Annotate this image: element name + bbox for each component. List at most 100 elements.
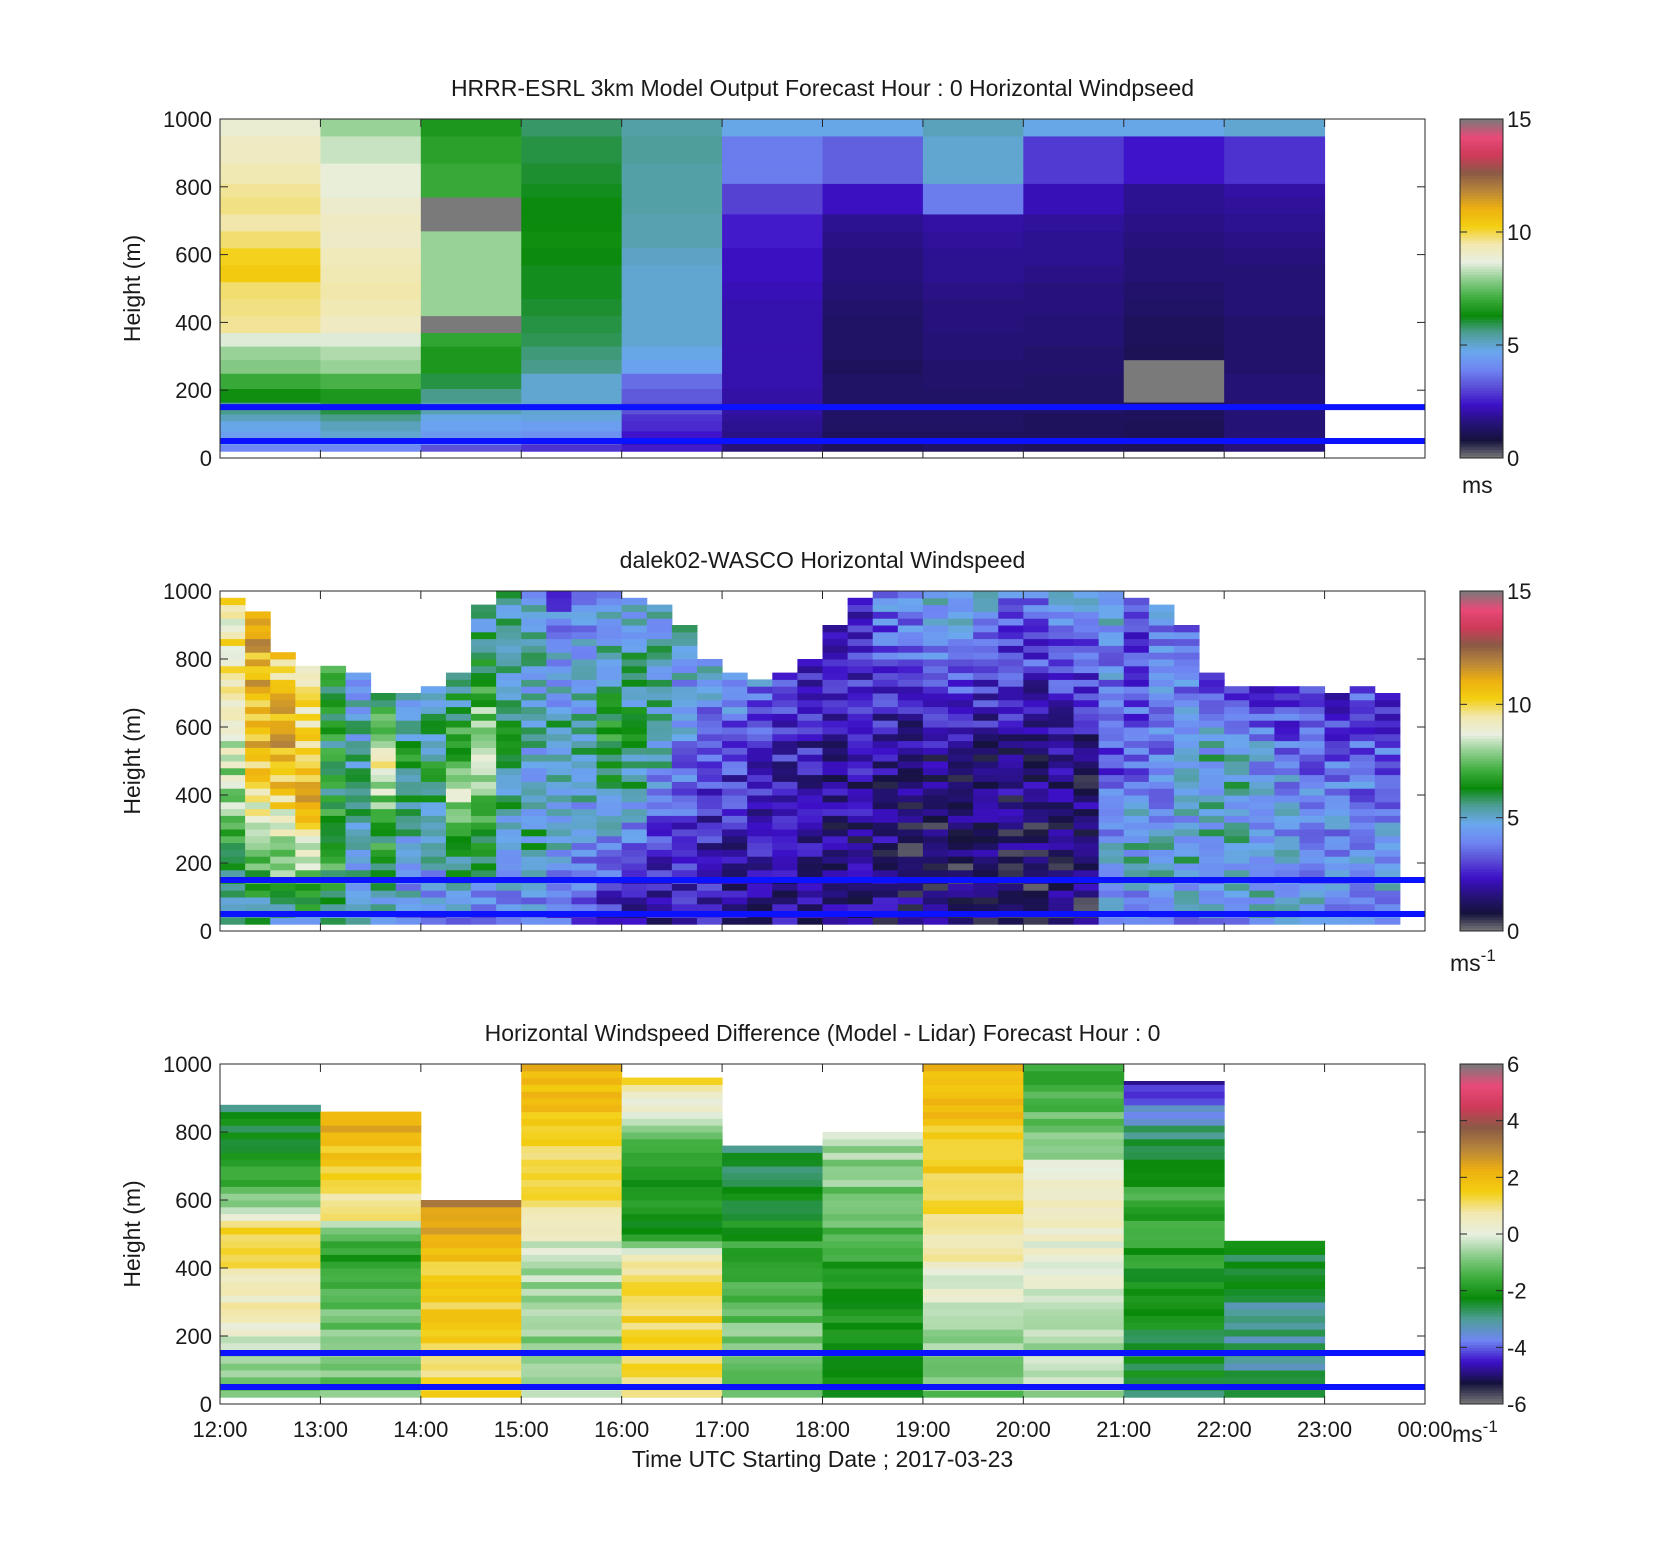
heatmap-cell bbox=[420, 373, 522, 390]
heatmap-cell bbox=[1023, 733, 1049, 742]
heatmap-cell bbox=[847, 659, 874, 667]
heatmap-cell bbox=[1023, 230, 1125, 249]
heatmap-cell bbox=[1023, 883, 1049, 891]
heatmap-cell bbox=[220, 1179, 321, 1187]
heatmap-cell bbox=[621, 713, 648, 721]
heatmap-cell bbox=[1374, 917, 1401, 925]
colorbar-segment bbox=[1460, 1191, 1503, 1195]
colorbar-segment bbox=[1460, 1120, 1503, 1124]
heatmap-cell bbox=[671, 631, 698, 640]
heatmap-cell bbox=[1098, 890, 1125, 898]
heatmap-cell bbox=[546, 856, 572, 864]
heatmap-cell bbox=[370, 767, 397, 776]
heatmap-cell bbox=[973, 849, 999, 857]
heatmap-cell bbox=[722, 135, 823, 164]
heatmap-cell bbox=[646, 829, 673, 837]
heatmap-cell bbox=[546, 693, 572, 701]
heatmap-cell bbox=[621, 1274, 723, 1283]
heatmap-cell bbox=[621, 747, 648, 755]
heatmap-cell bbox=[596, 591, 623, 599]
heatmap-cell bbox=[1224, 420, 1326, 432]
heatmap-cell bbox=[1374, 733, 1401, 742]
heatmap-cell bbox=[646, 815, 673, 823]
heatmap-cell bbox=[621, 774, 648, 782]
heatmap-cell bbox=[1148, 869, 1175, 878]
panel-title: HRRR-ESRL 3km Model Output Forecast Hour… bbox=[451, 75, 1194, 101]
heatmap-cell bbox=[521, 631, 547, 640]
heatmap-cell bbox=[1023, 591, 1049, 599]
colorbar-segment bbox=[1460, 1228, 1503, 1232]
heatmap-cell bbox=[521, 652, 547, 660]
heatmap-cell bbox=[420, 788, 447, 796]
heatmap-cell bbox=[395, 699, 422, 708]
heatmap-cell bbox=[1299, 761, 1326, 769]
heatmap-cell bbox=[621, 1159, 723, 1167]
heatmap-cell bbox=[320, 699, 347, 708]
heatmap-cell bbox=[973, 917, 999, 925]
colorbar-segment bbox=[1460, 144, 1503, 148]
heatmap-cell bbox=[546, 618, 572, 626]
heatmap-cell bbox=[621, 659, 648, 667]
heatmap-cell bbox=[822, 1274, 924, 1283]
heatmap-cell bbox=[245, 788, 271, 796]
heatmap-cell bbox=[948, 672, 974, 680]
heatmap-cell bbox=[922, 1363, 1024, 1371]
heatmap-cell bbox=[245, 686, 271, 694]
heatmap-cell bbox=[646, 631, 673, 640]
colorbar-segment bbox=[1460, 630, 1503, 634]
heatmap-cell bbox=[822, 897, 849, 905]
heatmap-cell bbox=[1048, 665, 1075, 674]
heatmap-cell bbox=[973, 720, 999, 728]
heatmap-cell bbox=[1123, 230, 1225, 249]
colorbar-segment bbox=[1460, 647, 1503, 651]
heatmap-cell bbox=[1324, 863, 1351, 871]
heatmap-cell bbox=[496, 822, 522, 830]
heatmap-cell bbox=[1023, 597, 1049, 606]
heatmap-cell bbox=[295, 740, 321, 748]
heatmap-cell bbox=[420, 1281, 522, 1289]
heatmap-cell bbox=[722, 1308, 823, 1317]
heatmap-cell bbox=[571, 727, 598, 735]
heatmap-cell bbox=[420, 1363, 522, 1371]
heatmap-cell bbox=[245, 903, 271, 912]
heatmap-cell bbox=[1023, 903, 1049, 912]
colorbar-segment bbox=[1460, 761, 1503, 765]
heatmap-cell bbox=[220, 597, 246, 606]
colorbar-segment bbox=[1460, 271, 1503, 275]
heatmap-cell bbox=[1123, 1288, 1225, 1296]
heatmap-cell bbox=[521, 1118, 623, 1126]
heatmap-cell bbox=[1073, 801, 1100, 810]
heatmap-cell bbox=[696, 672, 723, 680]
heatmap-cell bbox=[1199, 795, 1225, 803]
heatmap-cell bbox=[521, 1132, 623, 1140]
heatmap-cell bbox=[1148, 720, 1175, 728]
heatmap-cell bbox=[847, 883, 874, 891]
heatmap-cell bbox=[847, 693, 874, 701]
heatmap-cell bbox=[395, 903, 422, 912]
heatmap-cell bbox=[1299, 713, 1326, 721]
heatmap-cell bbox=[973, 856, 999, 864]
heatmap-cell bbox=[847, 618, 874, 626]
heatmap-cell bbox=[922, 767, 949, 776]
y-tick-label: 800 bbox=[175, 647, 212, 672]
heatmap-cell bbox=[621, 822, 648, 830]
heatmap-cell bbox=[922, 247, 1024, 266]
heatmap-cell bbox=[1073, 699, 1100, 708]
heatmap-cell bbox=[621, 761, 648, 769]
colorbar-segment bbox=[1460, 619, 1503, 623]
heatmap-cell bbox=[1224, 388, 1326, 403]
heatmap-cell bbox=[1123, 672, 1150, 680]
heatmap-cell bbox=[772, 740, 798, 748]
heatmap-cell bbox=[1173, 795, 1200, 803]
heatmap-cell bbox=[1249, 720, 1275, 728]
heatmap-cell bbox=[872, 638, 899, 646]
heatmap-cell bbox=[270, 679, 296, 687]
heatmap-cell bbox=[420, 720, 447, 728]
heatmap-cell bbox=[621, 420, 723, 432]
heatmap-cell bbox=[1199, 720, 1225, 728]
heatmap-cell bbox=[220, 1220, 321, 1228]
heatmap-cell bbox=[320, 213, 422, 232]
heatmap-cell bbox=[295, 801, 321, 810]
heatmap-cell bbox=[345, 815, 372, 823]
heatmap-cell bbox=[546, 597, 572, 606]
